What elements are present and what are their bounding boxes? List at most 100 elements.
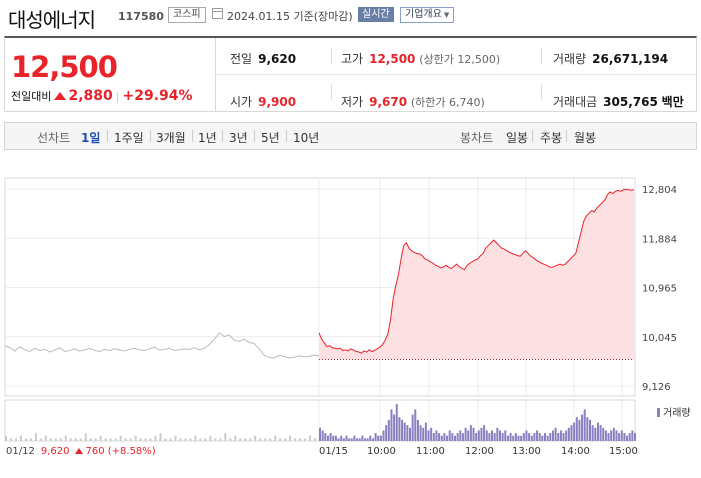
- volume-bar: [414, 409, 417, 441]
- volume-bar: [509, 433, 512, 441]
- calendar-icon: [212, 8, 223, 19]
- tab-3m[interactable]: 3개월: [156, 131, 186, 145]
- volume-bar: [284, 438, 287, 441]
- volume-bar: [329, 433, 332, 441]
- volume-bar: [525, 430, 528, 441]
- stock-header: 대성에너지 117580 코스피 2024.01.15 기준(장마감) 실시간 …: [0, 0, 701, 32]
- volume-bar: [578, 419, 581, 441]
- volume-bar: [591, 425, 594, 441]
- volume-bar: [299, 438, 302, 441]
- x-tick-label: 15:00: [609, 446, 638, 457]
- volume-bar: [159, 433, 162, 441]
- volume-bar: [607, 433, 610, 441]
- change-info: 전일대비 2,880 | +29.94%: [11, 88, 193, 104]
- volume-bar: [594, 427, 597, 441]
- volume-bar: [512, 435, 515, 441]
- tab-1y[interactable]: 1년: [198, 131, 217, 145]
- chart-tabs: 선차트 1일 1주일 3개월 1년 3년 5년 10년 봉차트 일봉 주봉 월봉: [4, 122, 697, 150]
- volume-bar: [64, 435, 67, 441]
- volume-bar: [337, 438, 340, 441]
- tab-monthly[interactable]: 월봉: [574, 131, 597, 145]
- volume-bar: [382, 430, 385, 441]
- y-tick-label: 9,126: [642, 382, 671, 393]
- volume-bar: [461, 433, 464, 441]
- volume-bar: [623, 433, 626, 441]
- volume-bar: [499, 430, 501, 441]
- x-tick-label: 10:00: [367, 446, 396, 457]
- x-tick-label: 01/15: [319, 446, 348, 457]
- volume-bar: [39, 438, 42, 441]
- volume-bar: [565, 430, 568, 441]
- tab-1d[interactable]: 1일: [81, 131, 101, 145]
- volume-bar: [234, 435, 237, 441]
- volume-bar: [321, 430, 324, 441]
- volume-bar: [435, 430, 438, 441]
- volume-bar: [319, 427, 321, 441]
- volume-bar: [395, 404, 398, 441]
- volume-bar: [74, 438, 77, 441]
- volume-bar: [599, 425, 602, 441]
- volume-bar: [491, 430, 494, 441]
- volume-bar: [438, 433, 441, 441]
- volume-bar: [114, 438, 117, 441]
- volume-bar: [54, 438, 57, 441]
- volume-bar: [345, 435, 348, 441]
- volume-bar: [109, 438, 112, 441]
- volume-bar: [84, 433, 87, 441]
- tab-daily[interactable]: 일봉: [506, 131, 529, 145]
- volume-bar: [34, 433, 37, 441]
- volume-bar: [239, 438, 242, 441]
- change-amount: 2,880: [68, 88, 113, 104]
- volume-bar: [422, 427, 425, 441]
- volume-bar: [29, 438, 32, 441]
- volume-bar: [559, 430, 562, 441]
- volume-bar: [612, 427, 615, 441]
- volume-bar: [583, 409, 586, 441]
- volume-bar: [353, 435, 356, 441]
- volume-bar: [626, 435, 629, 441]
- volume-bar: [403, 422, 406, 441]
- volume-bar: [364, 438, 366, 441]
- volume-bar: [401, 419, 404, 441]
- tab-5y[interactable]: 5년: [261, 131, 280, 145]
- volume-bar: [596, 422, 599, 441]
- volume-bar: [432, 433, 435, 441]
- price-summary: 12,500 전일대비 2,880 | +29.94% 전일 9,620 고가 12,50…: [4, 36, 697, 112]
- volume-bar: [259, 438, 262, 441]
- volume-bar: [179, 438, 182, 441]
- today-price-line: [318, 188, 635, 354]
- realtime-button[interactable]: 실시간: [358, 7, 394, 22]
- volume-bar: [314, 438, 317, 441]
- trade-amount: 거래대금 305,765 백만: [553, 95, 684, 109]
- tab-weekly[interactable]: 주봉: [540, 131, 563, 145]
- volume-bar: [419, 425, 422, 441]
- volume-legend: 거래량: [657, 404, 691, 419]
- volume-bar: [604, 430, 607, 441]
- volume-bar: [634, 433, 636, 441]
- volume-bar: [501, 433, 504, 441]
- volume-bar: [393, 414, 396, 441]
- volume-bar: [94, 438, 97, 441]
- volume-bar: [456, 433, 459, 441]
- volume-bar: [366, 438, 369, 441]
- tab-10y[interactable]: 10년: [293, 131, 320, 145]
- change-percent: +29.94%: [122, 88, 193, 104]
- open-price: 시가 9,900: [230, 95, 297, 109]
- company-overview-dropdown[interactable]: 기업개요 ▼: [400, 7, 455, 23]
- volume-bar: [562, 433, 565, 441]
- volume-bar: [249, 438, 252, 441]
- volume-bar: [530, 435, 533, 441]
- volume-bar: [602, 427, 605, 441]
- volume-bar: [544, 433, 546, 441]
- tab-1w[interactable]: 1주일: [114, 131, 144, 145]
- volume-bar: [628, 433, 631, 441]
- y-tick-label: 10,965: [642, 284, 677, 295]
- volume-bar: [454, 435, 456, 441]
- volume-bar: [546, 435, 549, 441]
- tab-3y[interactable]: 3년: [229, 131, 248, 145]
- volume-bar: [358, 438, 361, 441]
- volume-bar: [520, 435, 523, 441]
- volume-bar: [9, 438, 12, 441]
- volume-bar: [204, 438, 207, 441]
